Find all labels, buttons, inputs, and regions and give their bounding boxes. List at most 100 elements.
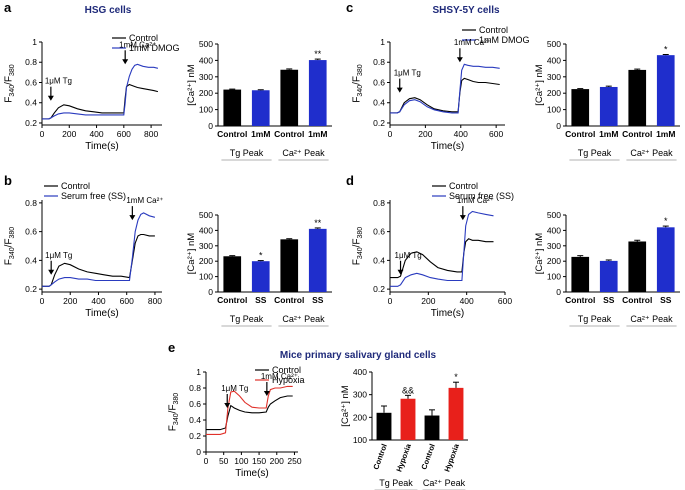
line-xtick-label: 400 — [454, 129, 468, 139]
group-label: Tg Peak — [578, 148, 612, 158]
series-line-control — [42, 83, 159, 120]
bar-ylabel: [Ca²⁺] nM — [186, 64, 197, 106]
bar-ytick-label: 500 — [199, 210, 213, 220]
bar-1 — [400, 398, 416, 440]
bar-1 — [599, 86, 618, 126]
group-label: Tg Peak — [379, 478, 413, 488]
series-line-control — [206, 395, 293, 431]
annotation-label: 1mM Ca²⁺ — [119, 40, 156, 49]
bar-ylabel: [Ca²⁺] nM — [340, 385, 351, 427]
legend-label: 1mM DMOG — [129, 43, 180, 53]
bar-ylabel: [Ca²⁺] nM — [534, 233, 545, 275]
group-label: Tg Peak — [578, 314, 612, 324]
bar-ytick-label: 100 — [353, 435, 367, 445]
bar-2 — [280, 239, 299, 292]
bar-ytick-label: 400 — [547, 225, 561, 235]
bar-0 — [571, 89, 590, 126]
annotation-arrowhead — [397, 269, 404, 275]
bar-ytick-label: 100 — [547, 272, 561, 282]
bar-category-label: 1mM — [251, 129, 270, 139]
bar-category-label: 1mM — [308, 129, 327, 139]
significance-mark: * — [259, 251, 263, 261]
series-line-1mm-dmog — [42, 63, 159, 120]
bar-3 — [448, 387, 464, 440]
line-ytick-label: 0.6 — [373, 227, 385, 237]
annotation-label: 1mM Ca²⁺ — [457, 196, 494, 205]
annotation-label: 1μM Tg — [395, 251, 422, 260]
line-xtick-label: 400 — [89, 129, 103, 139]
bar-ytick-label: 200 — [547, 256, 561, 266]
panel-label: b — [4, 173, 12, 188]
bar-ytick-label: 100 — [547, 105, 561, 115]
group-label: Ca²⁺ Peak — [423, 478, 466, 488]
legend-label: Control — [129, 33, 158, 43]
legend-label: Serum free (SS) — [449, 191, 514, 201]
bar-category-label: Control — [565, 295, 595, 305]
bar-category-label: Control — [419, 443, 437, 471]
panel-b: b 0.2 0.4 0.6 0.8 0 200 400 600 800 Time(s) F340/F3… — [4, 173, 332, 327]
line-xtick-label: 0 — [204, 456, 209, 466]
group-label: Tg Peak — [230, 314, 264, 324]
series-line-serum-free-ss- — [42, 212, 156, 287]
line-ytick-label: 0.6 — [25, 77, 37, 87]
line-chart: 0 0.2 0.4 0.6 0.8 1 0 50 100 150 200 250 Time(s) F340… — [168, 365, 305, 479]
group-label: Ca²⁺ Peak — [630, 314, 673, 324]
line-ytick-label: 0.4 — [373, 98, 385, 108]
bar-ytick-label: 200 — [199, 256, 213, 266]
line-ytick-label: 0.8 — [25, 57, 37, 67]
bar-0 — [223, 89, 242, 126]
annotation-label: 1μM Tg — [221, 384, 248, 393]
line-ytick-label: 0 — [196, 447, 201, 457]
bar-ytick-label: 400 — [353, 367, 367, 377]
line-xtick-label: 600 — [498, 296, 512, 306]
bar-ytick-label: 400 — [199, 55, 213, 65]
line-ylabel: F340/F380 — [168, 393, 181, 431]
bar-category-label: Control — [217, 295, 247, 305]
annotation-arrowhead — [263, 391, 270, 396]
group-label: Ca²⁺ Peak — [630, 148, 673, 158]
bar-2 — [280, 69, 299, 126]
line-chart: 0.2 0.4 0.6 0.8 1 0 200 400 600 Time(s) F340/F380 C… — [352, 25, 530, 152]
annotation-arrowhead — [48, 269, 55, 275]
panel-label: c — [346, 0, 353, 15]
line-ylabel: F340/F380 — [4, 64, 17, 102]
line-xtick-label: 50 — [219, 456, 229, 466]
bar-category-label: Control — [217, 129, 247, 139]
bar-ytick-label: 400 — [547, 55, 561, 65]
line-ytick-label: 0.8 — [373, 198, 385, 208]
line-xtick-label: 800 — [144, 129, 158, 139]
bar-category-label: Control — [274, 129, 304, 139]
bar-category-label: Control — [565, 129, 595, 139]
line-xtick-label: 400 — [460, 296, 474, 306]
line-xtick-label: 0 — [40, 129, 45, 139]
panel-label: e — [168, 340, 175, 355]
line-xtick-label: 600 — [117, 129, 131, 139]
panel-title: HSG cells — [85, 5, 132, 16]
bar-chart: 0 100 200 300 400 500 [Ca²⁺] nM Control 1mM Contr… — [534, 39, 680, 161]
bar-1 — [251, 90, 270, 126]
series-line-control — [42, 233, 155, 287]
series-line-control — [390, 77, 500, 114]
bar-chart: 0 100 200 300 400 500 [Ca²⁺] nM Control * SS Contr… — [186, 210, 332, 327]
line-ytick-label: 0.8 — [189, 383, 201, 393]
group-label: Tg Peak — [230, 148, 264, 158]
annotation-label: 1μM Tg — [45, 251, 72, 260]
line-ylabel: F340/F380 — [352, 227, 365, 265]
bar-ytick-label: 400 — [199, 225, 213, 235]
significance-mark: ** — [314, 49, 322, 59]
series-line-1mm-dmog — [390, 63, 500, 114]
line-xtick-label: 800 — [148, 296, 162, 306]
bar-ytick-label: 300 — [547, 241, 561, 251]
bar-ytick-label: 500 — [199, 39, 213, 49]
bar-ytick-label: 200 — [353, 412, 367, 422]
bar-ylabel: [Ca²⁺] nM — [534, 64, 545, 106]
bar-category-label: Control — [622, 295, 652, 305]
bar-3 — [656, 227, 675, 292]
bar-category-label: 1mM — [599, 129, 618, 139]
line-xtick-label: 100 — [234, 456, 248, 466]
bar-category-label: Control — [371, 443, 389, 471]
group-label: Ca²⁺ Peak — [282, 314, 325, 324]
annotation-label: 1mM Ca²⁺ — [454, 38, 491, 47]
significance-mark: ** — [314, 218, 322, 228]
panel-label: a — [4, 0, 12, 15]
